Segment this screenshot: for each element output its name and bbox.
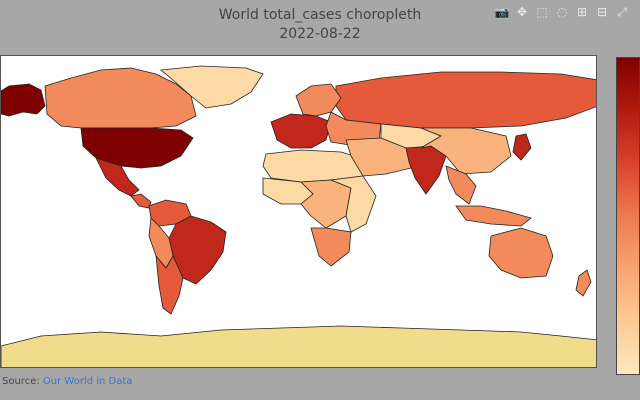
chart-title-line1: World total_cases choropleth <box>218 7 422 23</box>
zoom-out-icon[interactable]: ⊟ <box>596 5 608 19</box>
chart-title-date: 2022-08-22 <box>279 26 361 42</box>
region-india[interactable] <box>405 145 447 195</box>
region-indonesia[interactable] <box>455 205 532 227</box>
camera-icon[interactable]: 📷 <box>494 5 510 19</box>
region-central-africa[interactable] <box>300 179 352 229</box>
pan-icon[interactable]: ✥ <box>516 5 528 19</box>
region-usa[interactable] <box>80 127 194 169</box>
colorbar <box>616 57 640 375</box>
reset-view-icon[interactable]: ⤢ <box>617 4 627 19</box>
region-mexico[interactable] <box>95 157 140 197</box>
region-new-zealand[interactable] <box>575 269 592 297</box>
region-scandinavia[interactable] <box>295 83 342 117</box>
region-north-africa[interactable] <box>262 149 364 183</box>
lasso-icon[interactable]: ◌ <box>556 5 568 19</box>
region-antarctica[interactable] <box>1 325 597 368</box>
region-canada[interactable] <box>44 67 197 129</box>
world-map[interactable] <box>1 56 597 368</box>
region-southeast-asia[interactable] <box>445 165 477 205</box>
region-australia[interactable] <box>488 227 554 279</box>
region-russia[interactable] <box>335 71 597 129</box>
region-alaska[interactable] <box>1 83 46 117</box>
source-note: Source: Our World in Data <box>2 376 132 387</box>
chart-title: World total_cases choropleth 2022-08-22 <box>0 6 640 44</box>
region-japan[interactable] <box>512 133 532 161</box>
modebar: 📷 ✥ ⬚ ◌ ⊞ ⊟ ⤢ <box>494 4 630 20</box>
region-western-europe[interactable] <box>270 113 332 149</box>
source-prefix: Source: <box>2 376 40 387</box>
zoom-in-icon[interactable]: ⊞ <box>576 5 588 19</box>
region-east-africa[interactable] <box>330 175 377 233</box>
region-argentina-chile[interactable] <box>155 254 184 315</box>
box-select-icon[interactable]: ⬚ <box>536 5 548 19</box>
region-greenland[interactable] <box>160 65 264 109</box>
source-link[interactable]: Our World in Data <box>42 376 133 387</box>
region-southern-africa[interactable] <box>310 227 352 267</box>
region-central-america[interactable] <box>130 193 152 209</box>
map-area[interactable] <box>0 55 597 368</box>
